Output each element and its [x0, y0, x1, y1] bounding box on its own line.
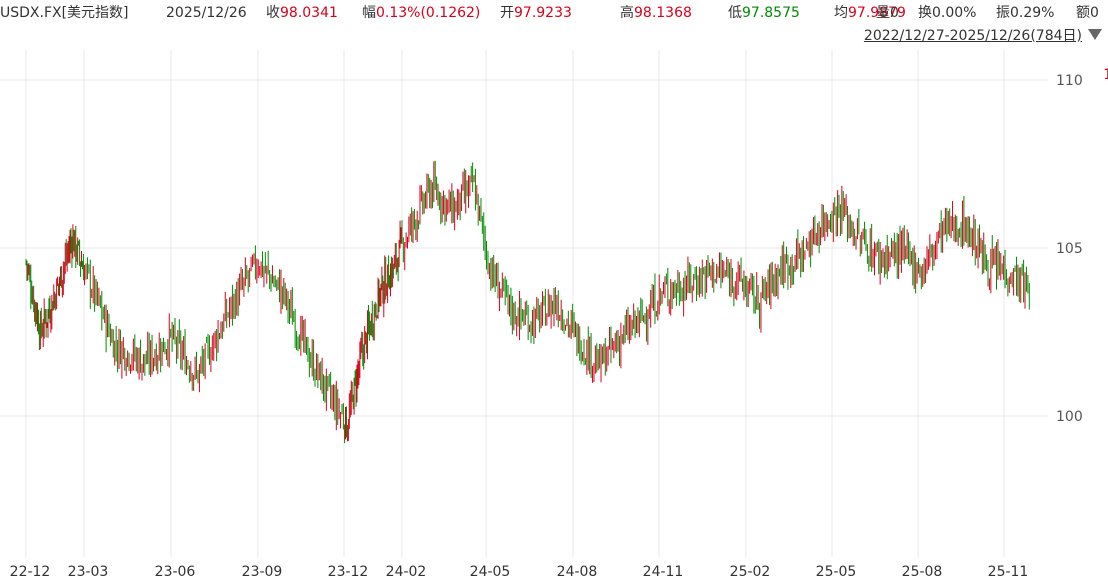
quote-item: 均97.9879 — [834, 0, 906, 26]
quote-item: 高98.1368 — [620, 0, 692, 26]
x-tick-label: 24-05 — [470, 564, 511, 580]
quote-item-value: 0 — [1090, 5, 1099, 21]
y-tick-label: 110 — [1056, 73, 1083, 89]
x-tick-label: 23-06 — [155, 564, 196, 580]
quote-item-label: 量 — [876, 5, 890, 21]
quote-item: 额0 — [1076, 0, 1099, 26]
quote-item: 收98.0341 — [266, 0, 338, 26]
x-tick-label: 25-08 — [902, 564, 943, 580]
quote-item-label: 高 — [620, 5, 634, 21]
y-tick-label: 105 — [1056, 241, 1083, 257]
x-tick-label: 25-02 — [730, 564, 771, 580]
extreme-annotation: 110.1791 — [1103, 67, 1108, 83]
quote-item-label: 换 — [918, 5, 932, 21]
quote-item: 低97.8575 — [728, 0, 800, 26]
dropdown-arrow-icon[interactable] — [1088, 29, 1102, 40]
quote-item-value: 0 — [890, 5, 899, 21]
x-tick-label: 24-08 — [557, 564, 598, 580]
quote-item-value: 97.9233 — [514, 5, 572, 21]
y-tick-label: 100 — [1056, 409, 1083, 425]
x-tick-label: 25-11 — [988, 564, 1029, 580]
quote-item-label: 低 — [728, 5, 742, 21]
quote-item-value: 0.29% — [1010, 5, 1055, 21]
quote-item: 幅0.13%(0.1262) — [362, 0, 480, 26]
quote-item-label: 额 — [1076, 5, 1090, 21]
x-tick-label: 25-05 — [816, 564, 857, 580]
quote-item-label: 收 — [266, 5, 280, 21]
quote-item: 换0.00% — [918, 0, 976, 26]
quote-item: 开97.9233 — [500, 0, 572, 26]
quote-item-value: 98.1368 — [634, 5, 692, 21]
quote-item-value: 97.8575 — [742, 5, 800, 21]
quote-header: USDX.FX[美元指数] 2025/12/26 收98.0341 幅0.13%(… — [0, 0, 1108, 26]
x-tick-label: 24-11 — [643, 564, 684, 580]
quote-item: 量0 — [876, 0, 899, 26]
x-tick-label: 23-09 — [242, 564, 283, 580]
quote-item-value: 97.9879 — [848, 5, 906, 21]
x-tick-label: 23-03 — [68, 564, 109, 580]
quote-item-label: 开 — [500, 5, 514, 21]
quote-item-label: 振 — [996, 5, 1010, 21]
quote-item-value: 0.13%(0.1262) — [376, 5, 481, 21]
date-range[interactable]: 2022/12/27-2025/12/26(784日) — [863, 28, 1082, 44]
quote-date: 2025/12/26 — [166, 5, 247, 21]
quote-item-value: 0.00% — [932, 5, 977, 21]
quote-item-label: 均 — [834, 5, 848, 21]
x-tick-label: 22-12 — [10, 564, 51, 580]
annotation-text: 110.1791 — [1103, 67, 1108, 83]
quote-item-label: 幅 — [362, 5, 376, 21]
x-tick-label: 24-02 — [386, 564, 427, 580]
quote-item: 振0.29% — [996, 0, 1054, 26]
x-tick-label: 23-12 — [328, 564, 369, 580]
symbol-name[interactable]: USDX.FX[美元指数] — [0, 5, 129, 21]
quote-item-value: 98.0341 — [280, 5, 338, 21]
